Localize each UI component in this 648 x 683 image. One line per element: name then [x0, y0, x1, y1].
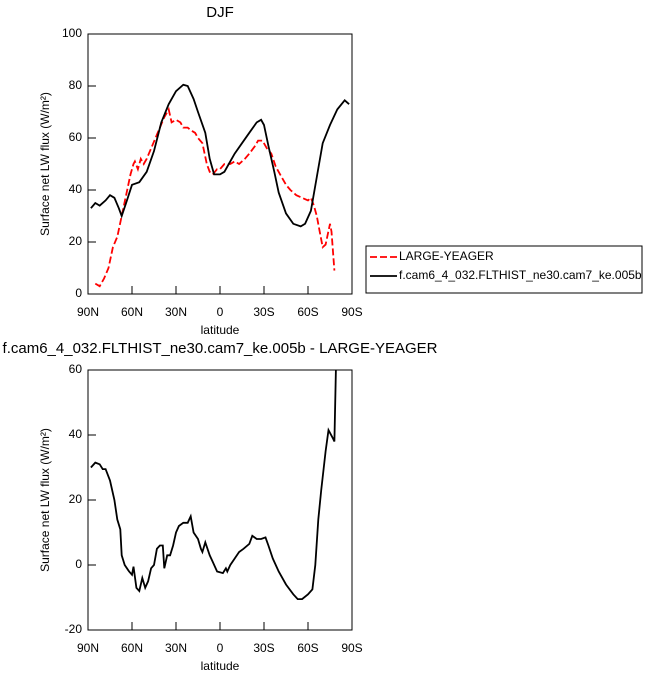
- x-tick-label: 60N: [121, 305, 143, 319]
- y-tick-label: -20: [65, 622, 83, 636]
- x-tick-label: 30N: [165, 641, 187, 655]
- x-tick-label: 60S: [297, 641, 318, 655]
- x-tick-label: 90S: [341, 641, 362, 655]
- x-tick-label: 90N: [77, 641, 99, 655]
- plot-frame: [87, 369, 353, 631]
- data-line: [90, 83, 350, 228]
- x-tick-label: 0: [217, 641, 224, 655]
- x-axis-label: latitude: [201, 323, 240, 337]
- y-tick-label: 20: [69, 492, 83, 506]
- y-tick-label: 80: [69, 78, 83, 92]
- y-tick-label: 100: [62, 26, 82, 40]
- y-tick-label: 40: [69, 182, 83, 196]
- y-axis-label: Surface net LW flux (W/m²): [38, 428, 52, 572]
- x-tick-label: 90S: [341, 305, 362, 319]
- data-line: [94, 106, 336, 288]
- x-tick-label: 60N: [121, 641, 143, 655]
- y-tick-label: 0: [75, 557, 82, 571]
- y-tick-label: 60: [69, 130, 83, 144]
- y-tick-label: 40: [69, 427, 83, 441]
- legend-label: f.cam6_4_032.FLTHIST_ne30.cam7_ke.005b: [399, 268, 642, 282]
- x-tick-label: 0: [217, 305, 224, 319]
- y-tick-label: 20: [69, 234, 83, 248]
- x-tick-label: 90N: [77, 305, 99, 319]
- plot-frame: [87, 33, 353, 295]
- y-axis-label: Surface net LW flux (W/m²): [38, 92, 52, 236]
- x-tick-label: 60S: [297, 305, 318, 319]
- x-tick-label: 30S: [253, 305, 274, 319]
- y-tick-label: 0: [75, 286, 82, 300]
- y-tick-label: 60: [69, 362, 83, 376]
- chart-title: DJF: [206, 4, 234, 21]
- legend-box: [365, 245, 643, 294]
- x-axis-label: latitude: [201, 659, 240, 673]
- legend-label: LARGE-YEAGER: [399, 249, 494, 263]
- chart-title: f.cam6_4_032.FLTHIST_ne30.cam7_ke.005b -…: [3, 340, 438, 357]
- x-tick-label: 30S: [253, 641, 274, 655]
- x-tick-label: 30N: [165, 305, 187, 319]
- data-line: [90, 369, 337, 600]
